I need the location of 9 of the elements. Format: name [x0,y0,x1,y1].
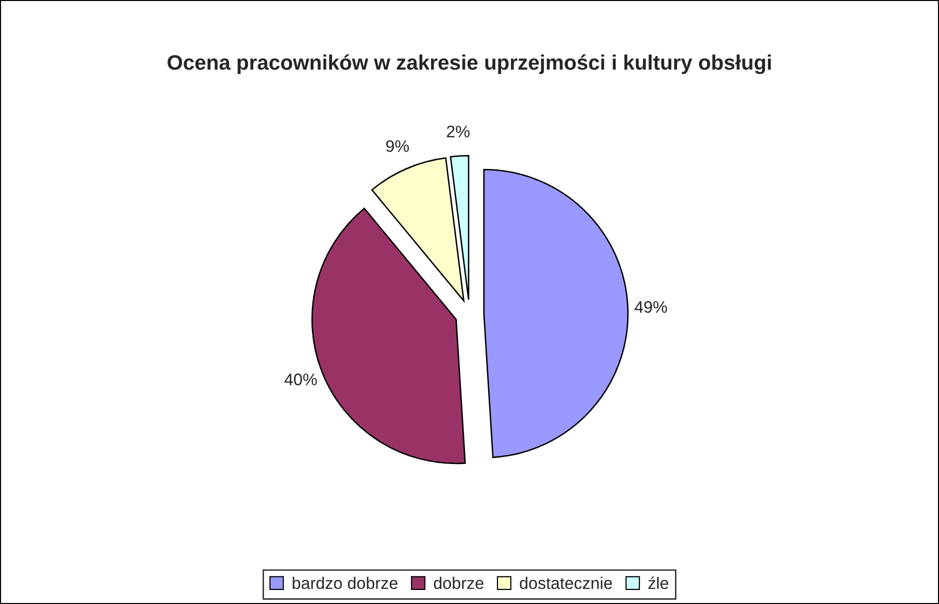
legend-label: dostatecznie [520,576,612,590]
data-label: 40% [284,374,317,386]
data-label: 2% [446,126,470,138]
legend-label: dobrze [434,576,484,590]
legend-label: źle [648,576,668,590]
legend-label: bardzo dobrze [292,576,398,590]
chart-title: Ocena pracowników w zakresie uprzejmości i kultury obsługi [168,54,771,74]
data-label: 9% [386,140,409,152]
data-label: 49% [634,301,667,313]
